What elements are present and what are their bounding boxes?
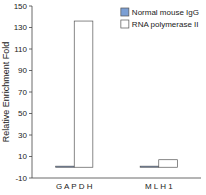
- legend: Normal mouse IgG RNA polymerase II: [121, 8, 199, 29]
- x-axis: G A P D H M L H 1: [32, 178, 201, 191]
- y-tick-label: 130: [14, 23, 28, 32]
- y-tick: [29, 135, 32, 136]
- y-tick: [29, 6, 32, 7]
- y-tick: [29, 156, 32, 157]
- y-tick-label: 50: [18, 109, 27, 118]
- x-axis-line: [32, 178, 201, 179]
- y-tick-label: 90: [18, 66, 27, 75]
- legend-label: Normal mouse IgG: [132, 8, 199, 17]
- bars: [56, 21, 178, 167]
- y-tick-label: 150: [14, 2, 28, 11]
- x-tick-label: G A P D H: [56, 182, 93, 191]
- y-tick: [29, 178, 32, 179]
- y-tick: [29, 49, 32, 50]
- bar: [56, 166, 75, 167]
- y-axis-label: Relative Enrichment Fold: [1, 42, 11, 143]
- legend-swatch: [121, 8, 129, 16]
- y-tick: [29, 27, 32, 28]
- bar: [74, 21, 93, 167]
- y-axis-line: [32, 6, 33, 178]
- bar: [140, 166, 159, 167]
- bar: [159, 160, 178, 168]
- y-tick-label: 30: [18, 131, 27, 140]
- y-tick: [29, 70, 32, 71]
- y-axis: -10 10 30 50 70 90 110 130 150: [14, 2, 32, 183]
- y-tick-label: 10: [18, 152, 27, 161]
- legend-swatch: [121, 20, 129, 28]
- y-tick-label: 70: [18, 88, 27, 97]
- y-tick: [29, 92, 32, 93]
- y-tick-label: -10: [15, 174, 27, 183]
- chart: -10 10 30 50 70 90 110 130 150 Relative Enrichmen…: [0, 0, 206, 195]
- y-tick-label: 110: [14, 45, 27, 54]
- x-tick-label: M L H 1: [145, 182, 173, 191]
- y-tick: [29, 113, 32, 114]
- legend-label: RNA polymerase II: [132, 20, 199, 29]
